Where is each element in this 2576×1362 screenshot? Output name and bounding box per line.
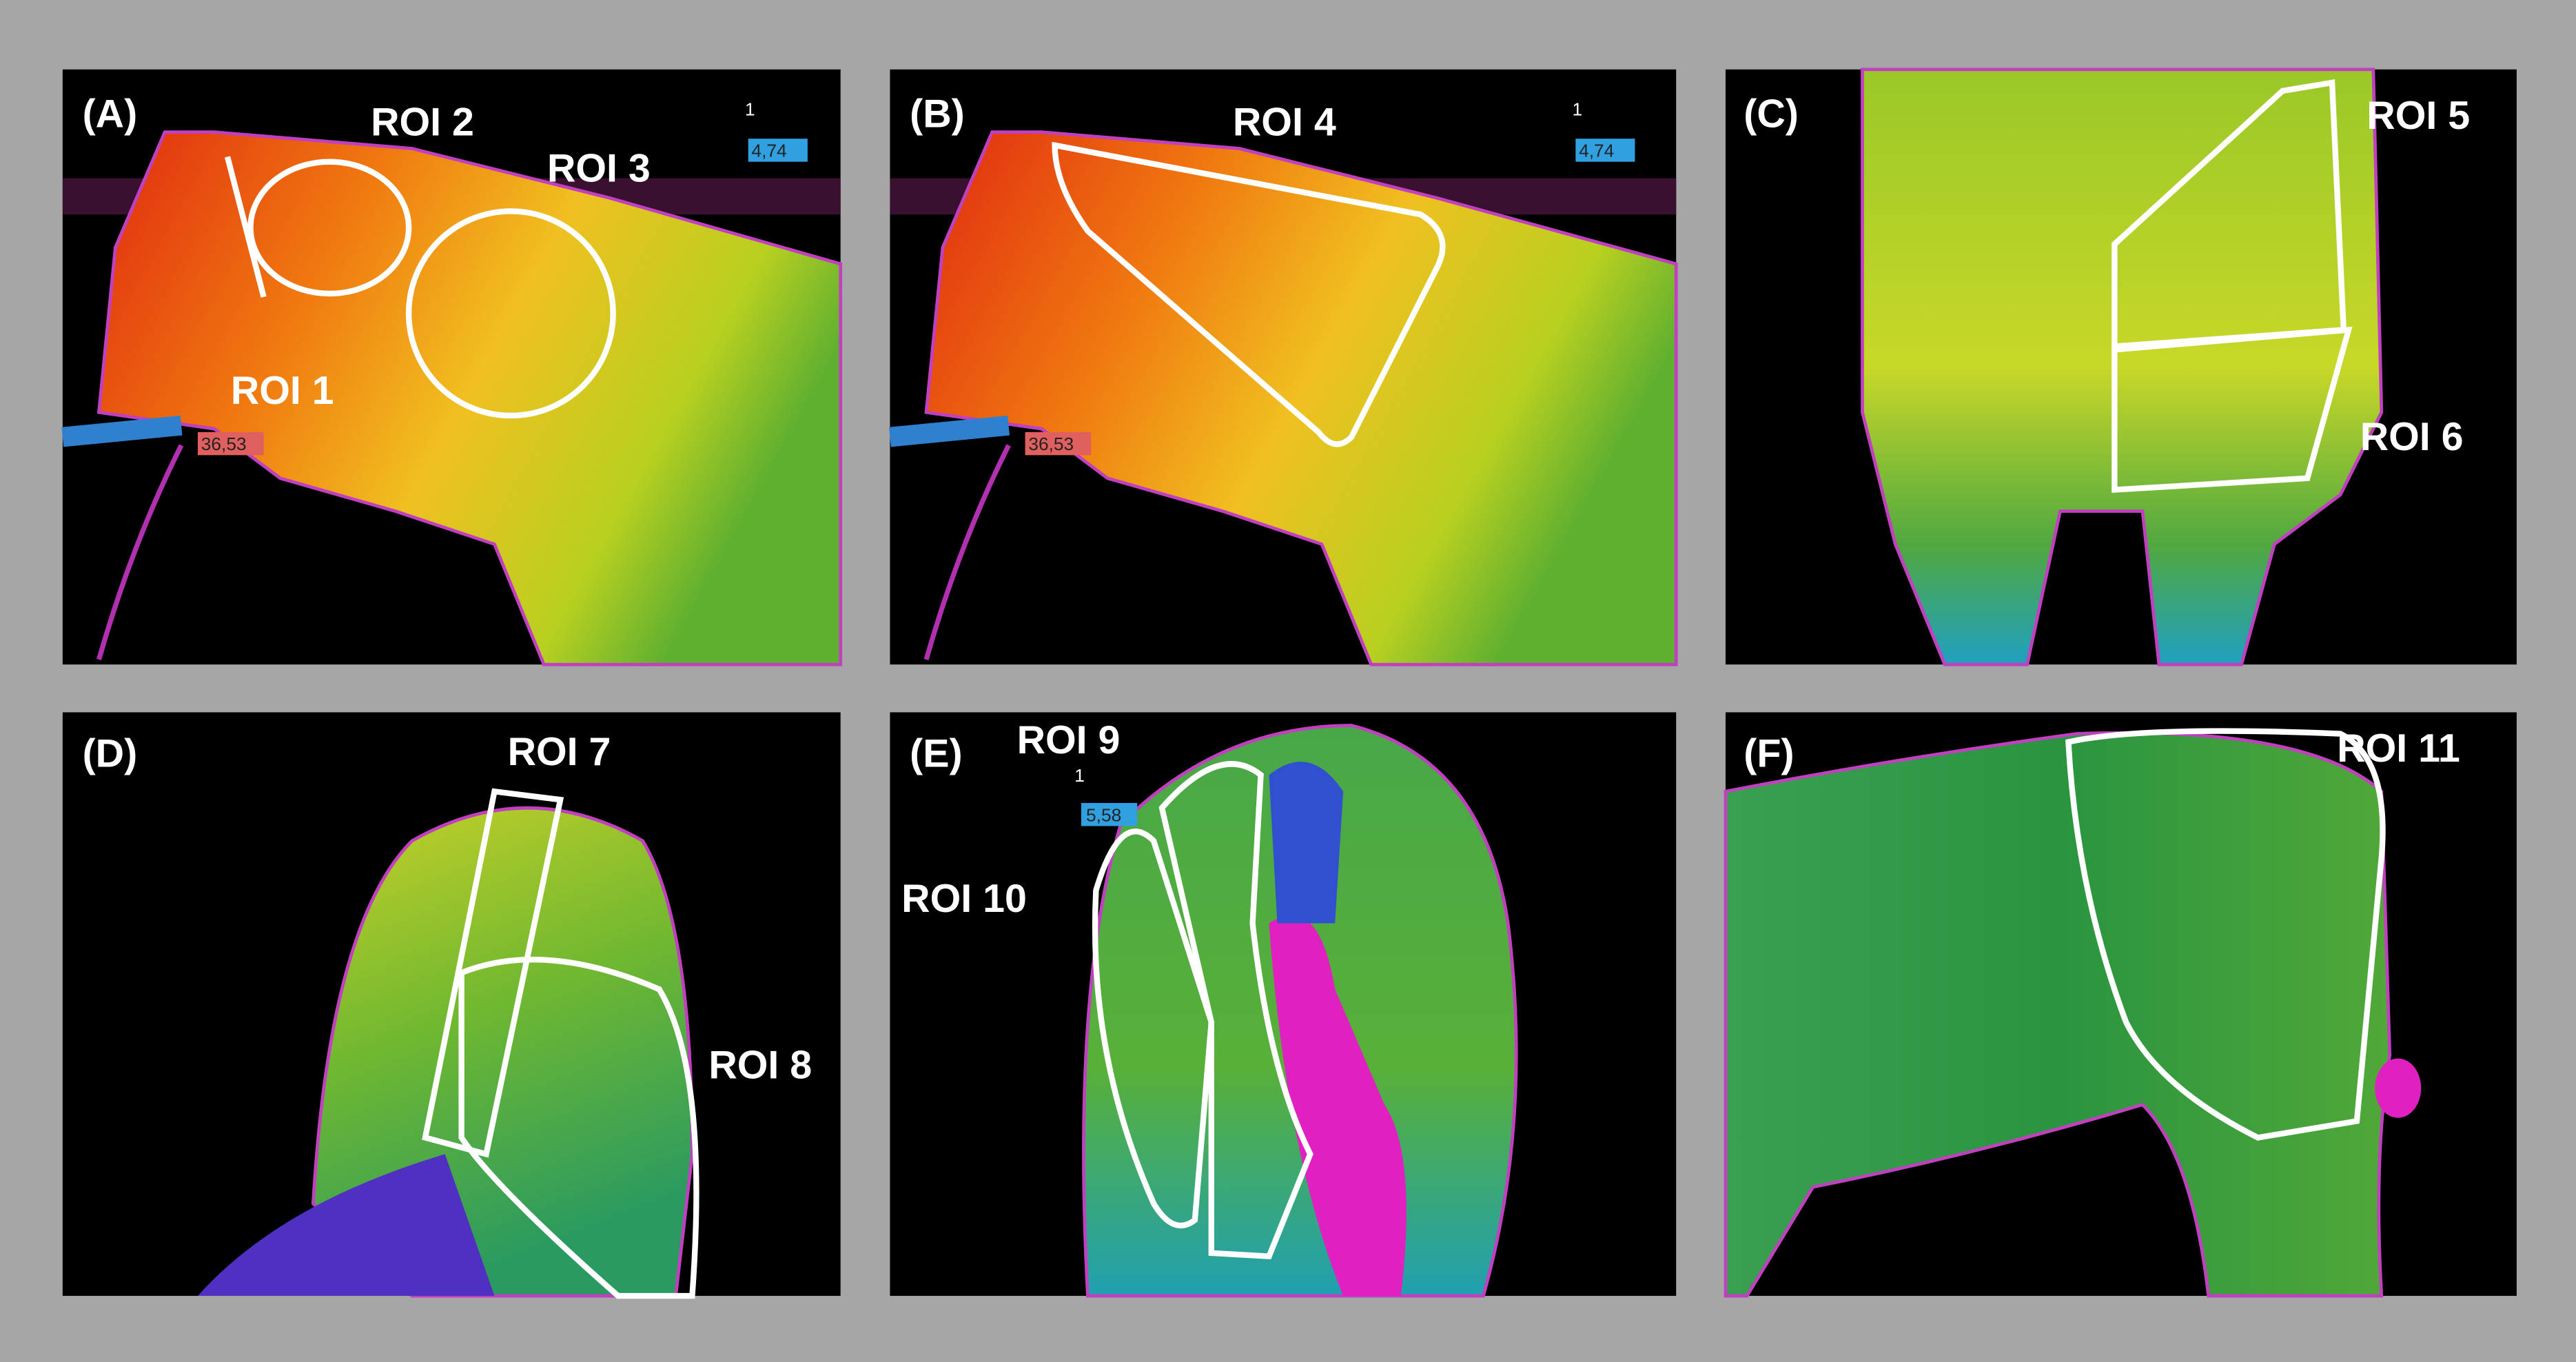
readout: 36,53 [201,434,247,454]
panel-label: (D) [83,731,138,775]
marker: 1 [1074,765,1085,786]
roi-outline [1158,761,1313,1260]
tail-root [1269,762,1344,924]
horse [1724,731,2392,1298]
tail [1269,915,1407,1297]
readout: 4,74 [752,140,787,161]
roi-label: ROI 5 [2367,94,2470,138]
panel-c: (C) ROI 5 ROI 6 [1725,68,2517,667]
tail [2375,1058,2422,1118]
roi-outline [1092,829,1215,1229]
panel-label: (A) [83,92,138,136]
readout: 5,58 [1086,804,1121,825]
roi-label: ROI 11 [2337,726,2460,771]
roi-label: ROI 8 [708,1043,812,1087]
roi-label: ROI 9 [1017,718,1121,762]
readout: 36,53 [1028,434,1074,454]
readout-box [197,431,264,456]
roi-label: ROI 2 [371,100,474,144]
panel-b: (B) ROI 4 36,53 4,74 1 [889,69,1678,667]
panel-a: (A) ROI 2 ROI 3 ROI 1 36,53 4,74 1 [61,69,843,667]
panel-label: (E) [910,731,962,775]
roi-outline [224,156,267,298]
roi-outline [2112,79,2347,350]
lead [923,444,1011,660]
marker: 1 [1573,99,1583,120]
roi-outline [405,208,616,419]
panel-label: (B) [910,92,965,136]
marker: 1 [745,99,755,120]
horse [1861,68,2384,667]
roi-label: ROI 1 [231,369,334,413]
horse [924,130,1678,667]
roi-outline [247,159,412,297]
roi-label: ROI 4 [1233,100,1336,144]
horse [96,130,843,667]
roi-outline [1052,141,1446,447]
panel-label: (C) [1744,92,1799,136]
roi-outline [458,957,699,1299]
mane [197,1154,495,1297]
roi-label: ROI 10 [901,877,1027,921]
readout: 4,74 [1579,140,1614,161]
roi-outline [2065,728,2386,1141]
panel-e: (E) ROI 9 ROI 10 5,58 1 [890,712,1677,1298]
readout-box [1025,431,1092,456]
roi-label: ROI 3 [547,146,651,190]
lead [96,444,184,660]
rope [889,416,1010,447]
rope [61,416,183,447]
readout-box [748,139,808,162]
roi-label: ROI 7 [508,730,611,774]
panel-f: (F) ROI 11 [1724,712,2517,1298]
roi-outline [422,788,564,1158]
roi-outline [2112,326,2353,494]
roi-label: ROI 6 [2360,415,2464,459]
readout-box [1575,139,1635,162]
readout-box [1081,802,1138,826]
panel-label: (F) [1744,731,1794,775]
panel-d: (D) ROI 7 ROI 8 [62,712,841,1299]
